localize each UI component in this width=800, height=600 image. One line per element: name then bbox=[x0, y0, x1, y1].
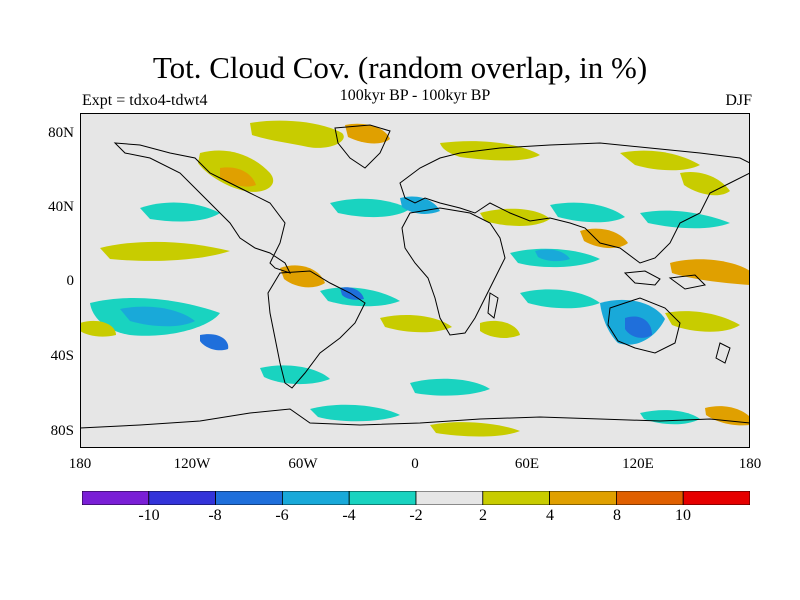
anomaly-patch bbox=[200, 334, 229, 351]
anomaly-patch bbox=[120, 306, 195, 327]
anomaly-patch bbox=[705, 406, 750, 426]
map-svg bbox=[80, 113, 750, 448]
anomaly-patch bbox=[220, 167, 256, 187]
x-tick-label: 0 bbox=[411, 456, 419, 472]
coastline-indonesia bbox=[623, 270, 661, 286]
colorbar-box bbox=[415, 491, 484, 505]
anomaly-patch bbox=[665, 311, 740, 332]
x-tick-label: 120W bbox=[173, 456, 211, 472]
x-tick-label: 180 bbox=[738, 456, 762, 472]
experiment-label: Expt = tdxo4-tdwt4 bbox=[82, 92, 208, 109]
coastline-madagascar bbox=[487, 292, 499, 319]
anomaly-patch bbox=[280, 265, 325, 288]
anomaly-patch bbox=[80, 320, 116, 337]
anomaly-patch bbox=[260, 365, 330, 385]
colorbar-box bbox=[82, 491, 150, 505]
anomaly-patch bbox=[345, 123, 390, 144]
y-tick-label: 80S bbox=[50, 423, 74, 439]
coastline-antarctica bbox=[80, 408, 750, 429]
colorbar-box bbox=[281, 491, 350, 505]
map-border bbox=[80, 113, 750, 448]
anomaly-patch bbox=[480, 320, 520, 338]
season-label: DJF bbox=[725, 92, 752, 109]
colorbar-tick-label: -8 bbox=[208, 507, 222, 524]
anomaly-patch bbox=[250, 120, 344, 148]
anomaly-patch bbox=[140, 202, 220, 222]
anomaly-patch bbox=[580, 228, 628, 249]
cloud-anomaly-patches bbox=[80, 120, 750, 437]
map-subtitle: 100kyr BP - 100kyr BP bbox=[339, 87, 491, 104]
anomaly-patch bbox=[330, 198, 410, 218]
anomaly-patch bbox=[380, 314, 452, 333]
colorbar-box bbox=[682, 491, 750, 505]
x-tick-label: 120E bbox=[622, 456, 654, 472]
y-tick-label: 0 bbox=[66, 273, 75, 289]
x-tick-label: 60W bbox=[288, 456, 318, 472]
colorbar-tick-label: -10 bbox=[138, 507, 160, 524]
anomaly-patch bbox=[480, 208, 550, 226]
coastline-new-guinea bbox=[668, 274, 707, 290]
x-tick-label: 60E bbox=[514, 456, 540, 472]
colorbar-box bbox=[549, 491, 617, 505]
colorbar-tick-label: 2 bbox=[479, 507, 487, 524]
colorbar-tick-label: 8 bbox=[613, 507, 621, 524]
coastline-australia bbox=[607, 297, 681, 354]
colorbar-box bbox=[482, 491, 550, 505]
colorbar-box bbox=[616, 491, 684, 505]
colorbar-svg bbox=[82, 491, 750, 505]
colorbar-tick-label: 4 bbox=[546, 507, 554, 524]
anomaly-patch bbox=[620, 150, 700, 171]
coastline-new-zealand bbox=[715, 342, 731, 364]
colorbar-box bbox=[348, 491, 417, 505]
colorbar-box bbox=[215, 491, 283, 505]
anomaly-patch bbox=[430, 422, 520, 437]
colorbar-tick-label: -2 bbox=[409, 507, 423, 524]
anomaly-patch bbox=[310, 404, 400, 422]
y-tick-label: 80N bbox=[48, 125, 74, 141]
anomaly-patch bbox=[625, 316, 652, 338]
anomaly-patch bbox=[410, 378, 490, 396]
map-title: Tot. Cloud Cov. (random overlap, in %) bbox=[152, 50, 648, 85]
colorbar-tick-label: 10 bbox=[675, 507, 691, 524]
anomaly-patch bbox=[340, 287, 364, 300]
colorbar-tick-label: -4 bbox=[342, 507, 356, 524]
coastline-south-america bbox=[267, 270, 366, 389]
anomaly-patch bbox=[520, 289, 600, 309]
map-panel bbox=[80, 113, 750, 448]
anomaly-patch bbox=[535, 249, 570, 262]
coastline-eurasia bbox=[399, 142, 750, 264]
anomaly-patch bbox=[550, 202, 625, 223]
coastline-greenland bbox=[334, 124, 391, 169]
anomaly-patch bbox=[440, 141, 540, 161]
colorbar-box bbox=[148, 491, 217, 505]
coastline-africa bbox=[401, 207, 506, 336]
anomaly-patch bbox=[640, 210, 730, 229]
colorbar-tick-label: -6 bbox=[275, 507, 289, 524]
colorbar bbox=[82, 491, 750, 505]
anomaly-patch bbox=[670, 259, 750, 285]
x-tick-label: 180 bbox=[68, 456, 92, 472]
y-tick-label: 40S bbox=[50, 348, 74, 364]
anomaly-patch bbox=[100, 241, 230, 261]
coastline-north-america bbox=[113, 142, 291, 274]
coastlines bbox=[80, 124, 750, 429]
y-tick-label: 40N bbox=[48, 199, 74, 215]
